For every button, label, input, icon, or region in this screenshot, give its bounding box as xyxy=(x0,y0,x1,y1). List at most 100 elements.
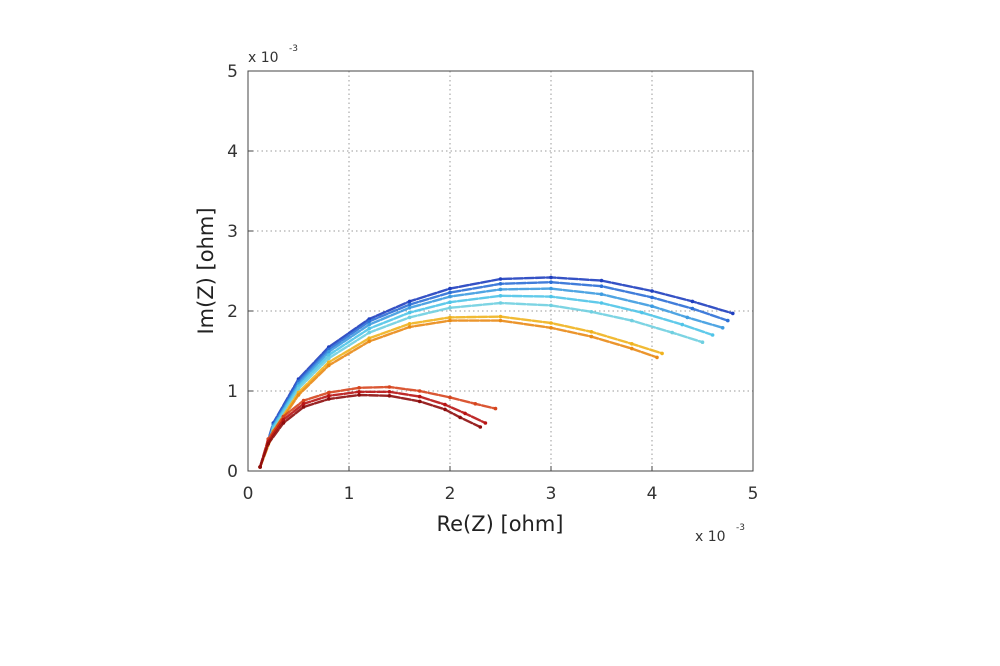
data-point-curve-5-7 xyxy=(498,301,503,305)
data-point-curve-8-10 xyxy=(493,406,498,411)
data-point-curve-10-3 xyxy=(301,405,306,409)
data-point-curve-3-12 xyxy=(720,326,725,330)
data-point-curve-8-4 xyxy=(327,390,331,395)
data-point-curve-5-8 xyxy=(549,303,553,308)
data-point-curve-7-11 xyxy=(655,355,659,360)
data-point-curve-5-11 xyxy=(670,330,674,335)
data-point-curve-9-7 xyxy=(417,394,422,399)
x-axis-ticks: 0 1 2 3 4 5 xyxy=(243,466,759,504)
data-point-curve-7-5 xyxy=(407,325,412,329)
y-tick-label-3: 3 xyxy=(227,222,238,242)
data-point-curve-5-12 xyxy=(700,340,705,345)
y-axis-ticks: 0 1 2 3 4 5 xyxy=(227,62,253,482)
x-tick-label-3: 3 xyxy=(546,484,557,504)
data-point-curve-7-8 xyxy=(549,326,553,330)
x-tick-label-5: 5 xyxy=(748,484,759,504)
data-point-curve-10-8 xyxy=(443,407,447,412)
data-point-curve-9-8 xyxy=(443,402,447,407)
plot-area-frame xyxy=(247,70,754,472)
data-point-curve-5-4 xyxy=(367,330,372,335)
series-line-curve-6 xyxy=(258,315,664,469)
data-point-curve-5-3 xyxy=(327,356,331,361)
data-point-curve-6-7 xyxy=(498,314,503,319)
x-tick-label-2: 2 xyxy=(445,484,456,504)
data-point-curve-1-11 xyxy=(690,299,695,304)
data-point-curve-1-10 xyxy=(650,289,654,293)
data-point-curve-9-3 xyxy=(301,402,306,406)
data-point-curve-10-4 xyxy=(327,397,331,401)
data-point-curve-2-6 xyxy=(448,290,452,295)
x-tick-label-4: 4 xyxy=(647,484,658,504)
data-point-curve-6-4 xyxy=(367,336,372,341)
data-point-curve-8-3 xyxy=(301,398,306,403)
y-tick-label-0: 0 xyxy=(227,462,238,482)
data-point-curve-10-2 xyxy=(281,421,286,425)
grid-lines xyxy=(248,71,753,471)
data-point-curve-1-6 xyxy=(448,286,452,291)
data-point-curve-2-7 xyxy=(498,282,503,286)
y-tick-label-4: 4 xyxy=(227,142,238,162)
data-point-curve-5-2 xyxy=(296,386,301,391)
data-point-curve-10-0 xyxy=(258,465,262,469)
data-point-curve-3-3 xyxy=(327,350,331,354)
data-point-curve-4-12 xyxy=(710,333,715,337)
data-point-curve-5-9 xyxy=(589,310,594,314)
data-point-curve-7-7 xyxy=(498,318,503,323)
data-point-curve-3-7 xyxy=(498,287,503,292)
data-point-curve-5-10 xyxy=(630,318,634,323)
data-point-curve-1-7 xyxy=(498,277,503,281)
data-point-curve-4-9 xyxy=(599,301,604,305)
data-point-curve-6-11 xyxy=(660,351,664,356)
x-tick-label-0: 0 xyxy=(243,484,254,504)
data-point-curve-10-7 xyxy=(417,399,422,404)
data-point-curve-1-9 xyxy=(599,278,604,283)
data-point-curve-3-4 xyxy=(367,322,372,327)
data-point-curve-7-2 xyxy=(296,393,301,397)
series-line-curve-7 xyxy=(258,319,659,469)
data-point-curve-7-6 xyxy=(448,318,452,323)
data-point-curve-9-4 xyxy=(327,394,331,398)
data-point-curve-9-2 xyxy=(281,418,286,422)
data-point-curve-9-10 xyxy=(483,421,488,425)
y-tick-label-1: 1 xyxy=(227,382,238,402)
data-point-curve-4-8 xyxy=(549,294,553,299)
data-point-curve-7-10 xyxy=(630,346,634,351)
data-point-curve-2-5 xyxy=(407,302,412,307)
data-point-curve-2-9 xyxy=(599,284,604,289)
x-axis-title: Re(Z) [ohm] xyxy=(436,512,563,536)
data-point-curve-1-5 xyxy=(407,299,412,304)
data-point-curve-8-5 xyxy=(357,386,361,390)
data-point-curve-2-11 xyxy=(690,306,695,311)
data-point-curve-1-12 xyxy=(731,311,735,316)
data-point-curve-5-6 xyxy=(448,306,452,310)
data-point-curve-3-6 xyxy=(448,294,452,299)
y-axis-scale-label: x 10 xyxy=(248,50,279,66)
data-point-curve-4-5 xyxy=(407,310,412,315)
x-axis-scale-label: x 10 xyxy=(695,529,726,545)
y-tick-label-5: 5 xyxy=(227,62,238,82)
data-point-curve-6-3 xyxy=(327,360,331,365)
x-tick-label-1: 1 xyxy=(344,484,355,504)
data-point-curve-1-8 xyxy=(549,275,553,280)
data-point-curve-3-11 xyxy=(685,315,690,320)
x-axis-scale-exponent: -3 xyxy=(736,523,745,533)
data-point-curve-4-6 xyxy=(448,300,452,305)
data-point-curve-9-6 xyxy=(387,390,392,394)
data-point-curve-10-6 xyxy=(387,394,392,398)
data-point-curve-8-7 xyxy=(417,389,422,393)
data-point-curve-2-12 xyxy=(726,318,730,323)
data-point-curve-8-2 xyxy=(281,414,286,419)
data-point-curve-6-8 xyxy=(549,321,553,325)
data-point-curve-4-3 xyxy=(327,353,331,357)
data-point-curve-6-9 xyxy=(589,330,594,334)
data-point-curve-4-4 xyxy=(367,326,372,331)
data-point-curve-5-5 xyxy=(407,315,412,320)
data-point-curve-4-7 xyxy=(498,294,503,298)
data-point-curve-7-3 xyxy=(327,363,331,368)
data-series xyxy=(258,275,735,469)
data-point-curve-3-10 xyxy=(650,304,654,309)
data-point-curve-8-6 xyxy=(387,385,392,389)
data-point-curve-9-5 xyxy=(357,390,361,394)
